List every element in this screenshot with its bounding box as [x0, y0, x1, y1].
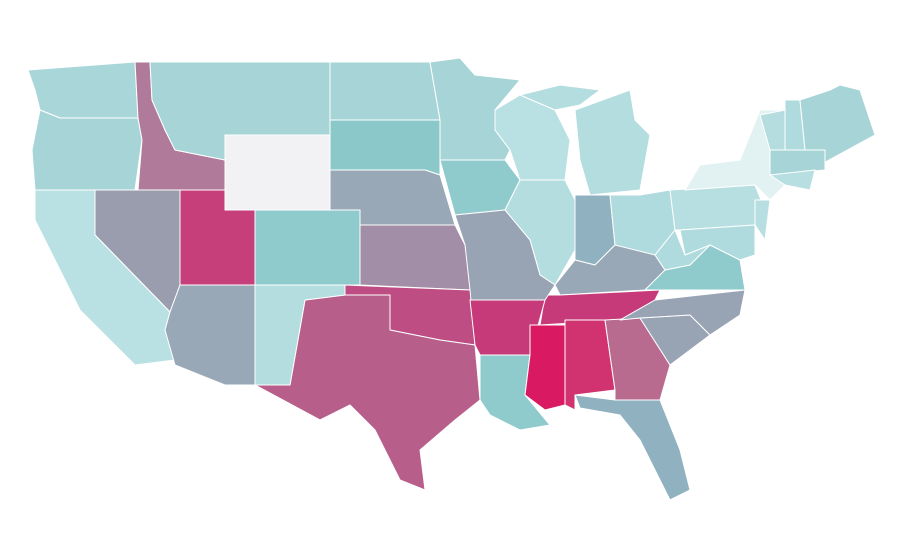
region [359, 224, 471, 291]
region [574, 394, 691, 501]
region [679, 224, 756, 261]
region [769, 169, 816, 191]
region [34, 189, 176, 366]
region [769, 149, 826, 176]
region [329, 61, 441, 121]
region [619, 289, 746, 336]
region [164, 284, 256, 386]
region [329, 119, 441, 176]
region [524, 324, 566, 411]
region [224, 134, 331, 211]
region [519, 84, 601, 111]
region [254, 209, 361, 286]
region [754, 199, 771, 241]
region [574, 89, 651, 196]
region [254, 284, 346, 386]
region [31, 109, 143, 191]
region [669, 184, 766, 231]
